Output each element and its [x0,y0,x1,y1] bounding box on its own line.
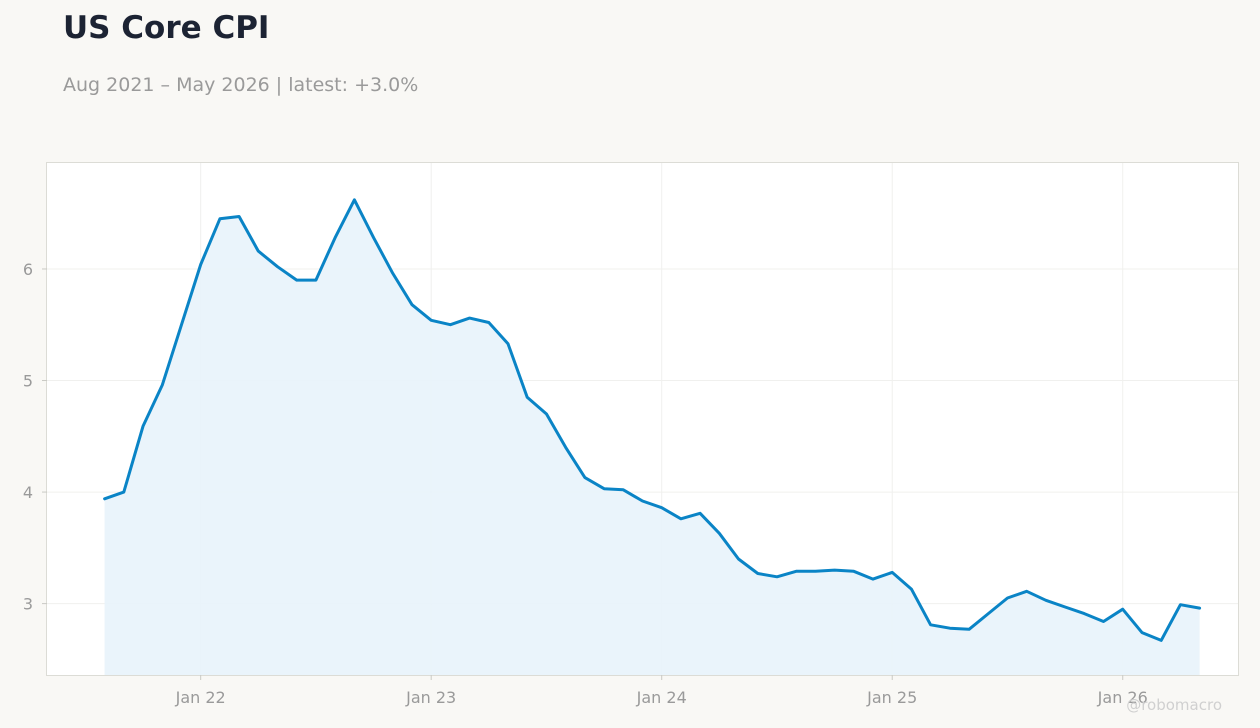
x-tick-label: Jan 23 [405,688,456,707]
page-subtitle: Aug 2021 – May 2026 | latest: +3.0% [63,74,419,96]
y-tick-label: 5 [23,372,33,391]
page-title: US Core CPI [63,10,270,46]
y-tick-label: 4 [23,483,33,502]
x-tick-label: Jan 24 [636,688,687,707]
y-tick-label: 3 [23,595,33,614]
watermark: @robomacro [1126,696,1222,714]
x-tick-label: Jan 25 [866,688,917,707]
series-line [103,198,1202,642]
x-tick-label: Jan 26 [1097,688,1148,707]
x-tick-label: Jan 22 [175,688,226,707]
y-axis: 3 4 5 6 [23,260,47,614]
area-layer [104,199,1200,676]
series-area [104,199,1200,676]
x-axis: Jan 22 Jan 23 Jan 24 Jan 25 Jan 26 [175,675,1148,707]
line-layer [103,198,1202,642]
y-tick-label: 6 [23,260,33,279]
